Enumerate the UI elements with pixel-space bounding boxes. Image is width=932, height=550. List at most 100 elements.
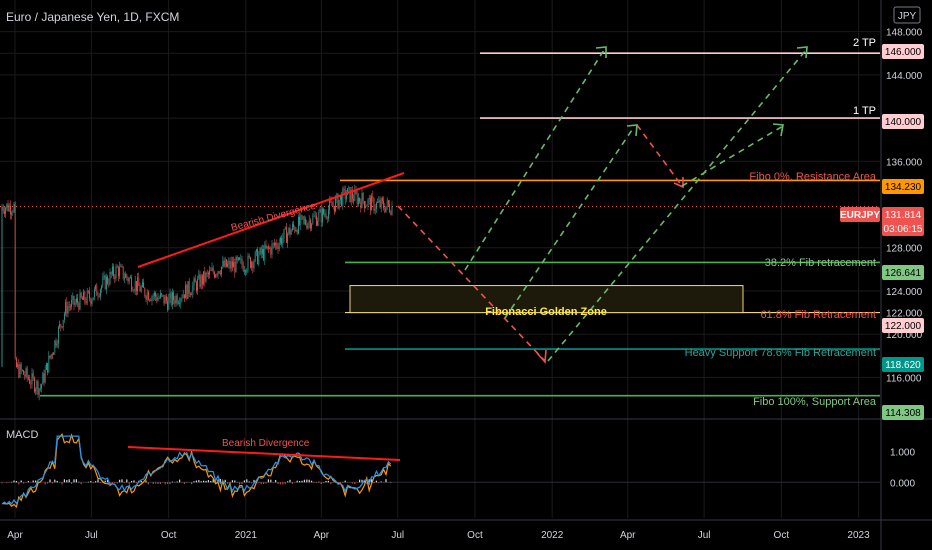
macd-histogram-bar-83 bbox=[200, 481, 202, 483]
candle-body-112 bbox=[136, 281, 137, 291]
candle-body-304 bbox=[366, 205, 368, 207]
macd-histogram-bar-30 bbox=[73, 479, 75, 483]
currency-badge-box[interactable] bbox=[893, 6, 921, 24]
projection-down-leg[interactable] bbox=[397, 205, 546, 362]
candle-body-231 bbox=[278, 242, 280, 250]
candle-body-13 bbox=[17, 364, 18, 368]
candle-body-319 bbox=[384, 207, 386, 213]
macd-y-tick-label-0: 1.000 bbox=[890, 448, 915, 459]
projection-up-leg-a[interactable] bbox=[464, 49, 605, 271]
candle-body-83 bbox=[101, 285, 102, 290]
projection-up-leg-d[interactable] bbox=[681, 125, 784, 187]
candle-body-11 bbox=[14, 203, 16, 359]
symbol-badge-bg[interactable] bbox=[840, 207, 880, 222]
candle-body-123 bbox=[149, 299, 150, 301]
candle-body-282 bbox=[340, 195, 341, 200]
candle-body-214 bbox=[258, 254, 260, 265]
candle-body-316 bbox=[380, 198, 382, 208]
candle-body-247 bbox=[298, 216, 299, 234]
macd-histogram-bar-116 bbox=[279, 482, 281, 485]
candle-body-7 bbox=[10, 205, 11, 215]
fib618-label: 61.8% Fib Retracement bbox=[760, 309, 876, 321]
candle-body-317 bbox=[382, 198, 383, 201]
macd-histogram-bar-26 bbox=[63, 479, 65, 483]
candle-body-130 bbox=[157, 297, 159, 301]
candle-body-92 bbox=[112, 266, 113, 275]
bearish-divergence-line[interactable] bbox=[137, 172, 405, 268]
currency-badge[interactable]: JPY bbox=[898, 11, 917, 22]
candle-body-272 bbox=[328, 209, 329, 219]
candle-body-137 bbox=[166, 296, 167, 301]
candle-body-156 bbox=[188, 281, 190, 294]
candle-body-48 bbox=[59, 323, 60, 328]
x-tick-label-0: Apr bbox=[7, 530, 23, 541]
candle-body-209 bbox=[252, 262, 254, 269]
projection-up-leg-b[interactable] bbox=[547, 49, 807, 362]
candle-body-114 bbox=[138, 277, 140, 286]
macd-histogram-bar-8 bbox=[20, 480, 22, 483]
candle-body-270 bbox=[325, 213, 327, 218]
candle-body-140 bbox=[169, 292, 171, 299]
macd-histogram-bar-48 bbox=[116, 482, 118, 484]
macd-histogram-bar-39 bbox=[95, 481, 97, 483]
macd-pane bbox=[0, 433, 880, 509]
candle-body-250 bbox=[301, 215, 303, 217]
candle-body-232 bbox=[280, 237, 281, 243]
drawing-overlays[interactable] bbox=[137, 46, 808, 364]
price-badge-fib786: 118.620 bbox=[885, 360, 921, 371]
candle-body-179 bbox=[216, 274, 218, 276]
candle-body-73 bbox=[89, 291, 90, 299]
candle-body-280 bbox=[337, 194, 339, 209]
symbol-badge[interactable]: EURJPY bbox=[840, 210, 880, 221]
candle-body-227 bbox=[274, 243, 275, 246]
macd-histogram-bar-22 bbox=[54, 479, 56, 483]
x-tick-label-9: Jul bbox=[698, 530, 711, 541]
macd-histogram-bar-96 bbox=[231, 480, 233, 483]
candle-body-166 bbox=[200, 275, 202, 288]
price-badge-current-bg bbox=[882, 207, 924, 236]
symbol-title[interactable]: Euro / Japanese Yen, 1D, FXCM bbox=[6, 10, 179, 24]
candle-body-32 bbox=[40, 388, 41, 390]
projection-pullback-leg[interactable] bbox=[636, 124, 683, 187]
x-tick-label-10: Oct bbox=[774, 530, 790, 541]
candle-body-223 bbox=[269, 247, 270, 249]
y-tick-label-0: 148.000 bbox=[886, 28, 923, 39]
candle-body-41 bbox=[50, 354, 52, 358]
candle-body-12 bbox=[16, 358, 17, 368]
candle-body-229 bbox=[276, 243, 278, 247]
golden-zone[interactable] bbox=[349, 285, 744, 314]
macd-histogram-bar-84 bbox=[203, 480, 205, 483]
candle-body-216 bbox=[260, 247, 262, 255]
macd-histogram-bar-118 bbox=[284, 482, 286, 485]
macd-divergence-line[interactable] bbox=[127, 446, 401, 461]
candle-body-74 bbox=[90, 298, 92, 304]
macd-histogram-bar-103 bbox=[248, 481, 250, 483]
macd-title: MACD bbox=[6, 429, 38, 441]
macd-histogram-bar-108 bbox=[260, 482, 262, 485]
candle-body-213 bbox=[257, 249, 258, 265]
candle-body-129 bbox=[156, 296, 158, 301]
candle-body-126 bbox=[152, 295, 154, 297]
macd-histogram-bar-141 bbox=[339, 482, 341, 484]
macd-histogram-bar-152 bbox=[366, 482, 368, 484]
candle-body-9 bbox=[12, 211, 14, 214]
macd-histogram-bar-115 bbox=[277, 482, 279, 485]
projection-up-leg-c[interactable] bbox=[504, 126, 635, 319]
candle-body-315 bbox=[379, 200, 381, 208]
candle-body-161 bbox=[194, 278, 196, 283]
macd-histogram-bar-86 bbox=[207, 480, 209, 483]
macd-histogram-bar-157 bbox=[378, 482, 380, 484]
macd-histogram-bar-37 bbox=[90, 481, 92, 483]
candle-body-116 bbox=[140, 286, 142, 292]
macd-histogram-bar-121 bbox=[291, 482, 293, 484]
candle-body-300 bbox=[361, 193, 363, 209]
macd-histogram-bar-29 bbox=[71, 482, 73, 484]
macd-histogram-bar-71 bbox=[171, 481, 173, 483]
candle-body-128 bbox=[155, 292, 156, 297]
golden-zone-box[interactable] bbox=[349, 285, 744, 314]
candle-body-119 bbox=[144, 287, 146, 296]
candle-body-66 bbox=[80, 292, 82, 298]
macd-histogram-bar-68 bbox=[164, 482, 166, 485]
